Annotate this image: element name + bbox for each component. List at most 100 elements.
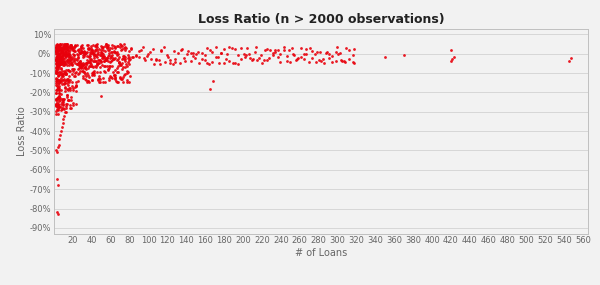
Point bbox=[112, 50, 122, 54]
Point bbox=[52, 64, 61, 68]
Point bbox=[67, 44, 76, 49]
Point bbox=[58, 45, 67, 50]
Point bbox=[75, 50, 85, 55]
Point bbox=[74, 61, 84, 65]
Point bbox=[52, 48, 62, 53]
Point bbox=[87, 48, 97, 52]
Point bbox=[176, 48, 185, 52]
Point bbox=[155, 62, 164, 66]
Point bbox=[61, 72, 71, 76]
Point bbox=[61, 105, 71, 110]
Point bbox=[60, 79, 70, 84]
Point bbox=[52, 66, 61, 71]
Point bbox=[80, 49, 89, 54]
Point bbox=[124, 53, 133, 58]
Point bbox=[62, 92, 72, 97]
Point bbox=[89, 42, 98, 47]
Point bbox=[116, 48, 125, 52]
Point bbox=[56, 76, 65, 81]
Point bbox=[62, 51, 72, 56]
Point bbox=[197, 57, 207, 62]
Point bbox=[53, 86, 62, 91]
Point bbox=[115, 55, 124, 60]
Point bbox=[115, 63, 125, 68]
Point bbox=[56, 129, 65, 133]
Point bbox=[73, 67, 82, 71]
Point bbox=[110, 73, 119, 78]
Point bbox=[52, 150, 62, 155]
Point bbox=[72, 61, 82, 66]
Point bbox=[100, 70, 110, 74]
Point bbox=[282, 53, 292, 58]
Point bbox=[70, 85, 80, 89]
Point bbox=[194, 60, 204, 65]
Point bbox=[59, 113, 69, 118]
Point bbox=[59, 60, 68, 64]
Point bbox=[124, 55, 133, 60]
Point bbox=[103, 43, 112, 48]
Point bbox=[51, 81, 61, 86]
Point bbox=[61, 72, 70, 76]
Point bbox=[52, 100, 62, 105]
Point bbox=[274, 54, 283, 59]
Point bbox=[59, 42, 68, 46]
Point bbox=[71, 83, 80, 87]
Point bbox=[52, 70, 62, 74]
Point bbox=[58, 78, 67, 82]
Point bbox=[94, 78, 103, 82]
Point bbox=[52, 45, 62, 50]
Point bbox=[78, 53, 88, 57]
Point bbox=[98, 48, 108, 52]
Point bbox=[54, 59, 64, 64]
Point bbox=[88, 65, 97, 69]
Point bbox=[53, 51, 62, 56]
Point bbox=[449, 54, 458, 59]
Point bbox=[54, 46, 64, 51]
Point bbox=[67, 60, 77, 64]
Point bbox=[67, 45, 77, 50]
Point bbox=[106, 50, 116, 55]
Point bbox=[52, 48, 62, 53]
Point bbox=[57, 99, 67, 104]
Point bbox=[83, 79, 92, 83]
Point bbox=[56, 46, 65, 51]
Point bbox=[58, 58, 67, 62]
Point bbox=[65, 53, 75, 58]
Point bbox=[51, 61, 61, 66]
Point bbox=[65, 48, 74, 52]
Point bbox=[136, 47, 146, 52]
Point bbox=[124, 79, 134, 84]
Point bbox=[89, 68, 99, 73]
Point bbox=[67, 55, 77, 60]
Point bbox=[54, 61, 64, 66]
Point bbox=[56, 67, 65, 71]
Point bbox=[56, 91, 65, 96]
Point bbox=[70, 71, 79, 76]
Point bbox=[54, 83, 64, 88]
Point bbox=[279, 45, 289, 49]
Point bbox=[244, 51, 254, 56]
Point bbox=[57, 53, 67, 58]
Point bbox=[119, 42, 129, 47]
Point bbox=[52, 50, 62, 55]
Point bbox=[51, 108, 61, 113]
Point bbox=[55, 60, 64, 64]
Point bbox=[69, 56, 79, 60]
Point bbox=[180, 58, 190, 63]
Point bbox=[62, 45, 72, 50]
Point bbox=[319, 61, 329, 65]
Point bbox=[98, 80, 107, 84]
Point bbox=[59, 56, 68, 60]
Point bbox=[61, 53, 71, 58]
Point bbox=[80, 62, 89, 66]
Point bbox=[62, 63, 72, 68]
Point bbox=[80, 52, 90, 56]
Point bbox=[92, 60, 102, 65]
Point bbox=[79, 66, 88, 71]
Point bbox=[77, 50, 86, 54]
Point bbox=[101, 42, 111, 46]
Point bbox=[65, 54, 74, 59]
Point bbox=[224, 58, 234, 63]
Point bbox=[89, 72, 99, 77]
Point bbox=[107, 57, 117, 62]
